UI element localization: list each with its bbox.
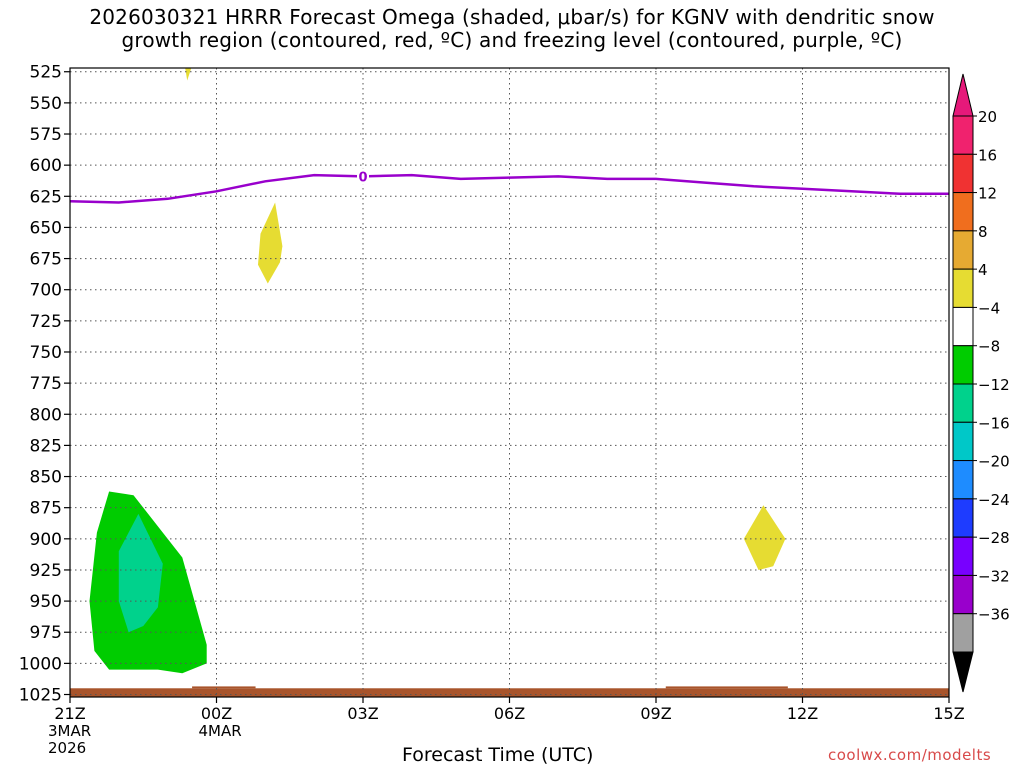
colorbar-segment-8 xyxy=(952,383,974,423)
terrain-bump-1 xyxy=(192,686,256,689)
colorbar-segment-14 xyxy=(952,613,974,653)
freezing-level-label-bg xyxy=(357,168,369,185)
chart-title-line-1: 2026030321 HRRR Forecast Omega (shaded, … xyxy=(89,5,935,29)
y-tick-label-575: 575 xyxy=(30,125,62,145)
colorbar-label-7: −8 xyxy=(978,338,1000,356)
y-tick-label-950: 950 xyxy=(30,592,62,612)
colorbar-segment-9 xyxy=(952,421,974,462)
colorbar-top-arrow xyxy=(952,73,974,117)
x-tick-label-9-1: 06Z xyxy=(494,704,525,723)
y-tick-label-625: 625 xyxy=(30,187,62,207)
colorbar-label-3: 12 xyxy=(978,185,997,203)
colorbar-label-13: −32 xyxy=(978,567,1010,585)
colorbar-segment-2 xyxy=(952,153,974,194)
y-tick-label-1025: 1025 xyxy=(19,686,62,706)
colorbar-segment-6 xyxy=(952,306,974,347)
plot-frame xyxy=(69,67,950,698)
colorbar-segment-13 xyxy=(952,574,974,615)
colorbar-label-5: 4 xyxy=(978,261,988,279)
y-tick-label-700: 700 xyxy=(30,281,62,301)
terrain-band xyxy=(70,688,949,697)
x-tick-label-0-3: 2026 xyxy=(48,739,86,757)
y-tick-label-850: 850 xyxy=(30,468,62,488)
colorbar-segment-3 xyxy=(952,192,974,232)
x-tick-label-15-1: 12Z xyxy=(787,704,818,723)
colorbar-segment-4 xyxy=(952,230,974,270)
y-tick-label-975: 975 xyxy=(30,623,62,643)
y-tick-label-725: 725 xyxy=(30,312,62,332)
colorbar-label-1: 20 xyxy=(978,108,997,126)
x-tick-label-0-1: 21Z xyxy=(54,704,85,723)
freezing-level-line xyxy=(70,173,949,204)
colorbar-bottom-arrow xyxy=(952,651,974,693)
omega-region-5 xyxy=(185,68,192,81)
x-tick-label-3-2: 4MAR xyxy=(199,722,242,740)
y-tick-label-650: 650 xyxy=(30,218,62,238)
y-tick-label-675: 675 xyxy=(30,250,62,270)
colorbar-label-8: −12 xyxy=(978,376,1010,394)
chart-title-line-2: growth region (contoured, red, ºC) and f… xyxy=(121,28,903,52)
colorbar-segment-7 xyxy=(952,345,974,385)
colorbar-label-10: −20 xyxy=(978,453,1010,471)
colorbar-segment-10 xyxy=(952,460,974,500)
chart-title: 2026030321 HRRR Forecast Omega (shaded, … xyxy=(0,6,1024,52)
x-tick-label-12-1: 09Z xyxy=(640,704,671,723)
x-tick-label-18-1: 15Z xyxy=(933,704,964,723)
y-tick-label-550: 550 xyxy=(30,94,62,114)
omega-region-2 xyxy=(118,513,163,633)
x-tick-label-3-1: 00Z xyxy=(201,704,232,723)
y-tick-label-525: 525 xyxy=(30,63,62,83)
colorbar-label-9: −16 xyxy=(978,414,1010,432)
y-tick-label-925: 925 xyxy=(30,561,62,581)
y-tick-label-750: 750 xyxy=(30,343,62,363)
colorbar-label-2: 16 xyxy=(978,146,997,164)
colorbar-segment-11 xyxy=(952,498,974,538)
y-tick-label-875: 875 xyxy=(30,499,62,519)
colorbar-segment-5 xyxy=(952,268,974,308)
colorbar-label-12: −28 xyxy=(978,529,1010,547)
x-tick-label-6-1: 03Z xyxy=(347,704,378,723)
y-tick-label-825: 825 xyxy=(30,436,62,456)
omega-region-4 xyxy=(743,505,786,570)
colorbar-label-14: −36 xyxy=(978,606,1010,624)
x-axis-label: Forecast Time (UTC) xyxy=(402,744,594,766)
credit-link[interactable]: coolwx.com/modelts xyxy=(828,746,992,764)
y-tick-label-775: 775 xyxy=(30,374,62,394)
omega-region-3 xyxy=(258,202,283,284)
colorbar-label-4: 8 xyxy=(978,223,988,241)
terrain-bump-2 xyxy=(665,686,788,689)
y-tick-label-900: 900 xyxy=(30,530,62,550)
colorbar-segment-12 xyxy=(952,536,974,576)
y-tick-label-600: 600 xyxy=(30,156,62,176)
plot-area: 0 xyxy=(70,68,949,697)
x-tick-label-0-2: 3MAR xyxy=(48,722,91,740)
colorbar-segment-1 xyxy=(952,115,974,155)
y-tick-label-800: 800 xyxy=(30,405,62,425)
colorbar-label-6: −4 xyxy=(978,299,1000,317)
freezing-level-label: 0 xyxy=(358,170,367,185)
colorbar-label-11: −24 xyxy=(978,491,1010,509)
y-tick-label-1000: 1000 xyxy=(19,654,62,674)
